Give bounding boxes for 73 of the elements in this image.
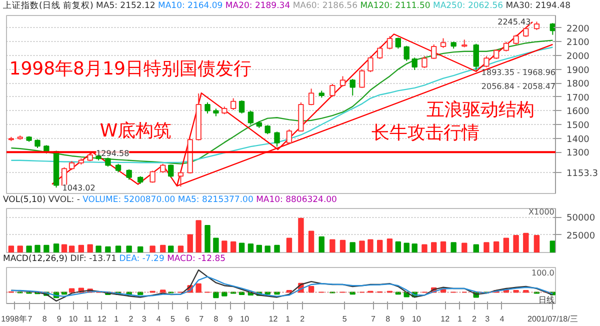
y-tick-label: 50000 bbox=[566, 214, 596, 224]
annotation: 五浪驱动结构 bbox=[426, 99, 534, 120]
text: MA5: 2152.12 bbox=[96, 1, 156, 11]
x-tick-label: 3 bbox=[485, 314, 490, 324]
x-tick-label: 7 bbox=[28, 314, 33, 324]
text: VOLUME: 5200870.00 bbox=[82, 195, 176, 205]
x-tick-label: 3 bbox=[142, 314, 147, 324]
x-tick-label: 12 bbox=[440, 314, 450, 324]
x-tick-label: 2001/07/18/三 bbox=[528, 314, 578, 324]
chart-title: 上证指数(日线 前复权) bbox=[3, 1, 94, 11]
x-tick-label: 9 bbox=[228, 314, 234, 324]
text: MA20: 2189.34 bbox=[225, 1, 290, 11]
x-tick-label: 4 bbox=[500, 314, 505, 324]
text: MA10: 8806324.00 bbox=[256, 195, 337, 205]
annotation: 1893.35 - 1968.96 bbox=[481, 68, 556, 77]
y-tick-label: 1600 bbox=[566, 107, 590, 118]
text: MA30: 2194.48 bbox=[506, 1, 570, 11]
x-tick-label: 2 bbox=[300, 314, 306, 324]
x-tick-label: 1 bbox=[286, 314, 291, 324]
x-tick-label: 1 bbox=[114, 314, 120, 324]
text: MA250: 2062.56 bbox=[433, 1, 504, 11]
x-tick-label: 6 bbox=[185, 314, 190, 324]
annotation: W底构筑 bbox=[100, 120, 172, 142]
y-tick-label: 1400 bbox=[566, 134, 590, 145]
annotation: 1043.02 bbox=[62, 184, 96, 193]
annotation: 2245.43 bbox=[498, 18, 531, 27]
x-tick-label: 2 bbox=[472, 314, 478, 324]
text: DIF: -13.71 bbox=[70, 254, 117, 264]
y-tick-label: 1700 bbox=[566, 93, 590, 104]
text: DEA: -7.29 bbox=[119, 254, 164, 264]
chart-title: VOL(5,10) bbox=[3, 195, 46, 205]
x-tick-label: 10 bbox=[68, 314, 78, 324]
y-tick-label: 1300 bbox=[566, 148, 590, 159]
y-tick-label: 2000 bbox=[566, 52, 590, 62]
x-tick-label: 9 bbox=[400, 314, 406, 324]
x-tick-label: 9 bbox=[56, 314, 62, 324]
x-tick-label: 12 bbox=[268, 314, 278, 324]
x-tick-label: 1998年 bbox=[1, 314, 27, 324]
annotation: 2056.84 - 2058.47 bbox=[481, 82, 556, 92]
x-tick-label: 5 bbox=[170, 314, 176, 324]
x-tick-label: 7 bbox=[199, 314, 204, 324]
x-tick-label: 2 bbox=[128, 314, 134, 324]
x-tick-label: 8 bbox=[42, 314, 48, 324]
y-tick-label: 1900 bbox=[566, 66, 590, 76]
annotation: 长牛攻击行情 bbox=[372, 122, 480, 144]
annotation: 1294.58 bbox=[96, 148, 130, 158]
x-tick-label: 10 bbox=[240, 314, 250, 324]
x-tick-label: 10 bbox=[412, 314, 422, 324]
x-tick-label: 7 bbox=[371, 314, 376, 324]
text: MA5: 8215377.00 bbox=[178, 195, 254, 205]
text: MA10: 2164.09 bbox=[158, 1, 223, 11]
chart-title: MACD(12,26,9) bbox=[3, 254, 68, 264]
x-tick-label: 5 bbox=[342, 314, 348, 324]
annotation: 1998年8月19日特别国债发行 bbox=[9, 58, 252, 80]
y-tick-label: 1153.3 bbox=[566, 168, 598, 179]
x-tick-label: 1 bbox=[457, 314, 462, 324]
y-tick-label: 25000 bbox=[566, 231, 596, 242]
annotation: 日线 bbox=[538, 295, 554, 304]
text: MA60: 2186.56 bbox=[292, 1, 358, 11]
y-tick-label: 1500 bbox=[566, 121, 590, 132]
x-tick-label: 4 bbox=[156, 314, 162, 324]
annotation: X1000 bbox=[528, 208, 554, 217]
text: MACD: -12.85 bbox=[167, 254, 226, 264]
x-tick-label: 11 bbox=[84, 314, 92, 324]
x-tick-label: 12 bbox=[97, 314, 107, 324]
y-tick-label: 2200 bbox=[566, 24, 590, 34]
text: VVOL: - bbox=[48, 195, 80, 205]
y-tick-label: 1800 bbox=[566, 80, 590, 90]
x-tick-label: 8 bbox=[214, 314, 219, 324]
annotation: 100.0 bbox=[532, 268, 554, 278]
text: MA120: 2111.50 bbox=[360, 1, 430, 11]
y-tick-label: 2100 bbox=[566, 38, 590, 48]
x-tick-label: 8 bbox=[386, 314, 391, 324]
